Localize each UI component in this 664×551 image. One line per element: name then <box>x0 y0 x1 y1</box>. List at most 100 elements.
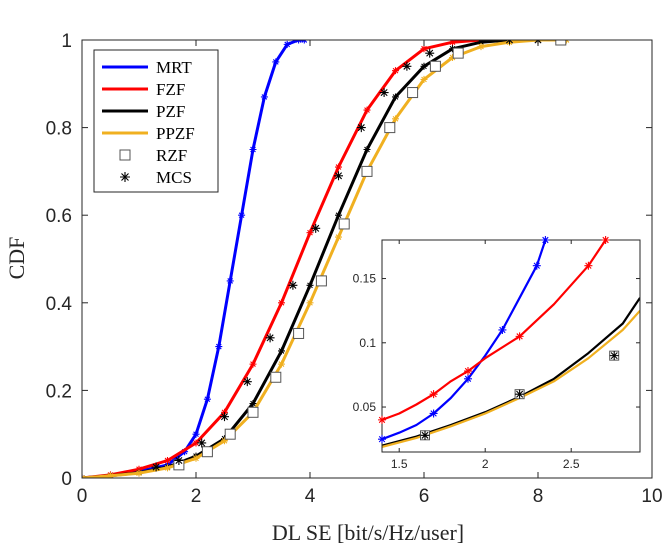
main-marker-fzf-4 <box>192 439 200 447</box>
main-marker-rzf-13 <box>555 40 567 46</box>
main-marker-pzf-13 <box>449 45 456 53</box>
main-marker-mcs-6 <box>288 280 298 290</box>
main-marker-mcs-9 <box>356 123 366 133</box>
inset-plot: 1.5 2 2.5 0.05 0.1 0.15 <box>353 236 641 471</box>
inset-marker-fzf-10 <box>601 236 610 244</box>
inset-marker-fzf-7 <box>515 332 524 341</box>
main-marker-rzf-6 <box>315 275 327 287</box>
legend-label-rzf: RZF <box>156 146 187 165</box>
inset-marker-mcs-2 <box>609 351 619 361</box>
y-axis-title: CDF <box>4 237 29 280</box>
inset-marker-mcs-0 <box>420 430 430 440</box>
main-marker-pzf-12 <box>420 62 428 70</box>
main-marker-mrt-11 <box>260 93 268 101</box>
main-marker-rzf-8 <box>361 165 373 177</box>
main-marker-pzf-6 <box>249 400 257 408</box>
main-ytick-label-1: 0.2 <box>46 381 72 402</box>
main-marker-ppzf-12 <box>420 75 428 83</box>
main-marker-fzf-13 <box>449 40 456 46</box>
inset-xtick-label-1: 2 <box>482 457 489 471</box>
legend-marker-mcs <box>120 172 130 182</box>
inset-marker-mrt-9 <box>532 261 541 270</box>
main-marker-pzf-9 <box>335 211 342 219</box>
inset-ytick-label-2: 0.15 <box>353 272 377 286</box>
main-marker-ppzf-2 <box>135 469 143 477</box>
main-marker-pzf-7 <box>278 347 285 355</box>
inset-marker-mrt-5 <box>464 374 472 383</box>
main-marker-ppzf-3 <box>164 464 171 472</box>
inset-ytick-label-1: 0.1 <box>359 336 376 350</box>
main-marker-rzf-2 <box>224 428 236 440</box>
x-axis-title: DL SE [bit/s/Hz/user] <box>272 520 464 545</box>
main-marker-fzf-3 <box>164 456 171 464</box>
main-marker-mcs-3 <box>220 412 229 422</box>
main-ytick-label-0: 0 <box>61 469 72 490</box>
inset-marker-mrt-3 <box>429 409 438 418</box>
main-marker-mrt-9 <box>238 211 246 219</box>
main-marker-mrt-6 <box>203 395 211 403</box>
main-marker-ppzf-5 <box>221 437 228 445</box>
main-marker-rzf-9 <box>384 122 396 134</box>
inset-marker-fzf-3 <box>429 390 438 399</box>
main-marker-pzf-10 <box>363 146 371 153</box>
main-marker-mcs-4 <box>242 377 252 387</box>
legend-label-mrt: MRT <box>156 58 192 77</box>
main-marker-fzf-9 <box>335 163 342 171</box>
main-marker-mcs-5 <box>265 333 275 343</box>
legend: MRT FZF PZF PPZF RZF MCS <box>93 49 219 193</box>
main-marker-fzf-12 <box>420 45 428 53</box>
main-xtick-label-1: 2 <box>191 486 202 507</box>
main-series-layer <box>82 40 570 478</box>
main-marker-fzf-11 <box>392 67 399 75</box>
main-marker-ppzf-14 <box>477 43 485 51</box>
main-marker-mcs-0 <box>151 462 161 472</box>
main-marker-fzf-8 <box>306 229 314 237</box>
main-ytick-label-5: 1 <box>61 31 72 52</box>
main-xtick-label-5: 10 <box>641 486 662 507</box>
main-marker-mcs-2 <box>197 438 207 448</box>
main-marker-ppzf-11 <box>392 115 399 123</box>
main-marker-fzf-6 <box>249 360 257 368</box>
main-marker-mcs-8 <box>334 171 343 181</box>
main-xtick-label-4: 8 <box>533 486 544 507</box>
main-axes-frame <box>81 39 653 479</box>
main-marker-rzf-11 <box>429 60 441 72</box>
inset-marker-fzf-9 <box>584 261 593 270</box>
main-marker-ppzf-13 <box>449 54 456 62</box>
main-marker-pzf-8 <box>306 281 314 289</box>
main-marker-rzf-7 <box>338 218 350 230</box>
inset-axes-frame <box>381 239 641 453</box>
main-xtick-label-2: 4 <box>305 486 316 507</box>
legend-label-mcs: MCS <box>156 168 192 187</box>
main-marker-ppzf-1 <box>107 472 114 478</box>
main-marker-ppzf-4 <box>192 454 200 462</box>
main-series-mrt <box>82 40 305 478</box>
main-marker-ppzf-9 <box>335 233 342 241</box>
main-marker-mcs-11 <box>402 61 412 71</box>
main-marker-mcs-10 <box>379 88 389 98</box>
legend-label-pzf: PZF <box>156 102 185 121</box>
legend-box <box>93 49 219 193</box>
main-marker-mrt-10 <box>249 146 257 153</box>
main-ytick-label-2: 0.4 <box>46 294 73 315</box>
main-marker-fzf-2 <box>135 465 143 473</box>
main-ytick-label-3: 0.6 <box>46 206 72 227</box>
legend-label-ppzf: PPZF <box>156 124 195 143</box>
main-marker-mcs-1 <box>174 455 184 465</box>
main-marker-ppzf-8 <box>306 299 314 307</box>
main-ytick-label-4: 0.8 <box>46 119 72 140</box>
main-marker-ppzf-7 <box>278 360 285 368</box>
main-marker-rzf-1 <box>201 446 213 458</box>
inset-background <box>382 240 640 452</box>
legend-label-fzf: FZF <box>156 80 185 99</box>
main-marker-rzf-3 <box>247 406 259 418</box>
main-marker-pzf-11 <box>392 93 399 101</box>
main-series-ppzf <box>82 40 567 478</box>
main-marker-mrt-13 <box>283 40 291 48</box>
main-marker-fzf-10 <box>363 106 371 114</box>
legend-marker-rzf <box>119 149 131 161</box>
inset-marker-fzf-5 <box>464 367 472 376</box>
main-marker-mrt-5 <box>192 430 200 438</box>
inset-marker-mrt-0 <box>378 435 386 444</box>
